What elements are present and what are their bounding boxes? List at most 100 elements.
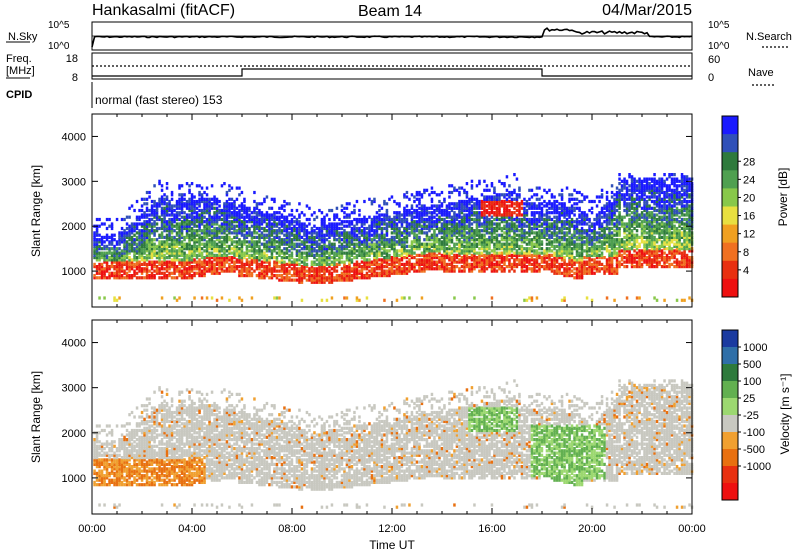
power-cell — [380, 269, 384, 273]
power-cell — [205, 224, 209, 228]
power-cell — [168, 265, 171, 269]
power-cell — [363, 217, 366, 222]
power-cell — [465, 231, 469, 235]
power-cell — [453, 231, 456, 235]
power-cell — [508, 260, 511, 264]
power-cell — [393, 222, 396, 226]
power-cell — [160, 242, 164, 246]
power-cell — [328, 247, 331, 251]
power-cell — [248, 229, 251, 233]
power-cell — [358, 247, 361, 251]
power-cell — [553, 256, 556, 260]
power-cell — [538, 206, 541, 210]
power-cell — [528, 253, 531, 257]
power-cell — [163, 276, 166, 280]
power-cell — [130, 249, 134, 253]
power-cell — [543, 204, 546, 208]
power-cell — [558, 206, 561, 210]
power-cell — [123, 249, 126, 253]
power-cell — [255, 251, 259, 255]
power-cell — [143, 267, 146, 271]
power-cell — [578, 269, 581, 273]
power-cell — [155, 213, 159, 217]
power-cell — [158, 267, 161, 271]
power-cell — [413, 226, 416, 231]
power-cell — [268, 260, 271, 264]
power-cell — [558, 271, 561, 275]
power-cell — [468, 213, 471, 217]
power-cell — [185, 244, 189, 248]
power-cell — [375, 229, 379, 233]
power-cell — [453, 211, 456, 215]
power-cell — [430, 186, 434, 190]
power-cell — [365, 217, 369, 222]
power-cell — [215, 220, 219, 224]
power-cell — [413, 235, 416, 239]
power-cell — [285, 238, 289, 242]
power-cell — [570, 240, 574, 244]
power-cell — [248, 265, 251, 269]
power-cell — [168, 256, 171, 260]
power-cell — [313, 278, 316, 282]
power-cell — [223, 220, 226, 224]
power-cell — [238, 258, 241, 262]
power-cell — [188, 206, 191, 210]
power-cell — [488, 262, 491, 266]
power-cell — [158, 262, 161, 266]
power-cell — [480, 215, 484, 219]
power-cell — [283, 269, 286, 273]
power-cell — [345, 267, 349, 271]
power-cell — [143, 269, 146, 273]
power-cell — [395, 240, 399, 244]
power-cell — [520, 269, 524, 273]
power-cell — [223, 215, 226, 219]
power-cell — [115, 217, 119, 222]
power-cell — [520, 213, 524, 217]
power-cell — [123, 229, 126, 233]
power-cell — [235, 213, 239, 217]
power-cell — [318, 231, 321, 235]
power-cell — [483, 238, 486, 242]
power-cell — [115, 269, 119, 273]
power-cell — [475, 215, 479, 219]
power-cell — [140, 229, 144, 233]
power-cell — [200, 199, 204, 204]
power-cell — [570, 222, 574, 226]
power-cell — [155, 211, 159, 215]
freq-label-line1: Freq. — [6, 53, 32, 65]
power-cell — [178, 258, 181, 262]
power-cell — [178, 249, 181, 253]
power-cell — [278, 229, 281, 233]
power-cell — [303, 213, 306, 217]
power-cell — [130, 276, 134, 280]
power-cell — [183, 204, 186, 208]
power-cell — [195, 217, 199, 222]
power-cell — [195, 224, 199, 228]
power-cell — [380, 231, 384, 235]
power-cell — [323, 256, 326, 260]
power-cell — [170, 265, 174, 269]
power-cell — [498, 224, 501, 228]
power-cell — [150, 238, 154, 242]
power-cell — [283, 217, 286, 222]
power-cell — [155, 253, 159, 257]
power-cell — [353, 229, 356, 233]
power-cell — [510, 199, 514, 204]
power-cell — [453, 265, 456, 269]
power-cell — [260, 271, 264, 275]
power-cell — [278, 206, 281, 210]
power-cell — [538, 229, 541, 233]
power-cell — [93, 238, 96, 242]
power-cell — [533, 226, 536, 231]
power-cell — [488, 240, 491, 244]
power-cell — [195, 231, 199, 235]
power-cell — [95, 247, 99, 251]
power-cell — [328, 269, 331, 273]
power-cell — [210, 242, 214, 246]
power-cell — [355, 242, 359, 246]
power-cell — [243, 208, 246, 213]
power-cell — [243, 217, 246, 222]
power-cell — [373, 256, 376, 260]
power-cell — [480, 213, 484, 217]
power-cell — [390, 226, 394, 231]
